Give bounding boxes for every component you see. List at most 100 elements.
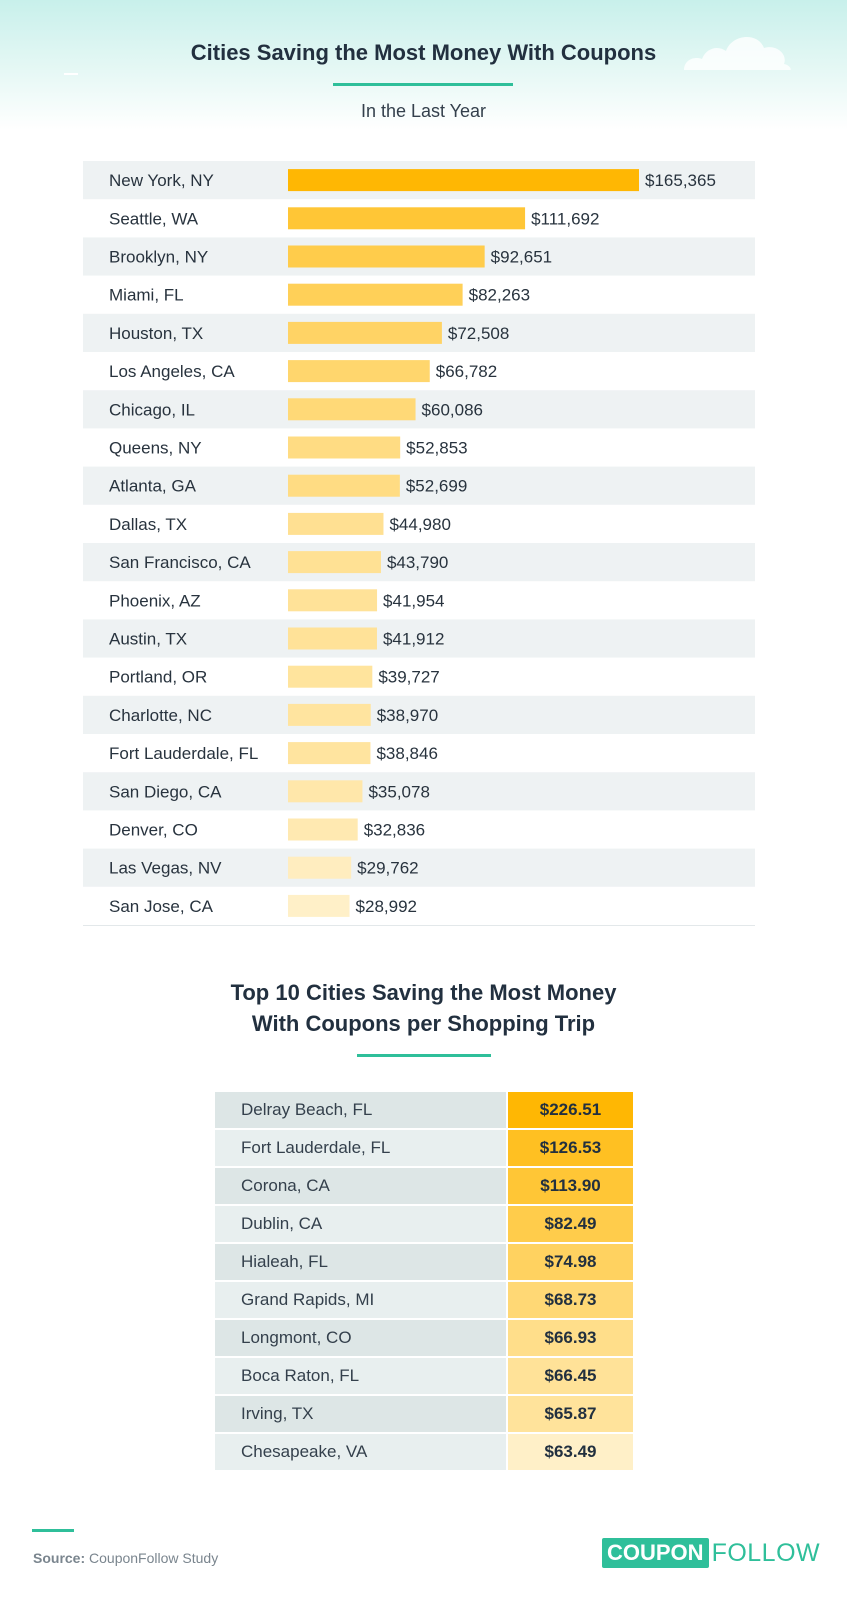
- table-row: Dublin, CA $82.49: [215, 1206, 633, 1242]
- table-row: Fort Lauderdale, FL $126.53: [215, 1130, 633, 1166]
- value-label: $72,508: [448, 324, 509, 343]
- category-label: Brooklyn, NY: [109, 248, 208, 267]
- value-label: $38,846: [376, 744, 437, 763]
- bar: [288, 551, 381, 574]
- table-row: Irving, TX $65.87: [215, 1396, 633, 1432]
- bar: [288, 665, 373, 688]
- page-subtitle: In the Last Year: [360, 101, 487, 121]
- row-background: [83, 466, 755, 505]
- table-value: $126.53: [508, 1130, 633, 1166]
- category-label: Austin, TX: [109, 630, 187, 649]
- table-row: Delray Beach, FL $226.51: [215, 1092, 633, 1128]
- table-city: Irving, TX: [215, 1396, 506, 1432]
- table-row: Hialeah, FL $74.98: [215, 1244, 633, 1280]
- value-label: $35,078: [368, 782, 429, 801]
- source-text: CouponFollow Study: [89, 1550, 219, 1566]
- bar: [288, 398, 416, 421]
- category-label: San Diego, CA: [109, 782, 222, 801]
- category-label: Chicago, IL: [109, 400, 195, 419]
- category-label: Denver, CO: [109, 821, 198, 840]
- savings-bar-chart: New York, NY $165,365 Seattle, WA $111,692 B…: [83, 161, 755, 926]
- table-row: Grand Rapids, MI $68.73: [215, 1282, 633, 1318]
- decorative-dash: [64, 73, 78, 75]
- value-label: $41,912: [383, 630, 444, 649]
- table-city: Delray Beach, FL: [215, 1092, 506, 1128]
- value-label: $44,980: [389, 515, 450, 534]
- category-label: Seattle, WA: [109, 209, 199, 228]
- table-row: Chesapeake, VA $63.49: [215, 1434, 633, 1470]
- table-row: Corona, CA $113.90: [215, 1168, 633, 1204]
- bar: [288, 283, 463, 306]
- value-label: $43,790: [387, 553, 448, 572]
- category-label: Houston, TX: [109, 324, 203, 343]
- row-background: [83, 695, 755, 734]
- value-label: $165,365: [645, 171, 716, 190]
- bar: [288, 360, 430, 383]
- table-row: Longmont, CO $66.93: [215, 1320, 633, 1356]
- title-underline: [333, 83, 513, 86]
- value-label: $41,954: [383, 591, 444, 610]
- category-label: San Jose, CA: [109, 897, 214, 916]
- bar: [288, 474, 400, 497]
- bar: [288, 321, 442, 344]
- category-label: Las Vegas, NV: [109, 859, 222, 878]
- chart-bottom-line: [83, 925, 755, 926]
- value-label: $29,762: [357, 859, 418, 878]
- table-city: Hialeah, FL: [215, 1244, 506, 1280]
- value-label: $39,727: [378, 668, 439, 687]
- value-label: $28,992: [356, 897, 417, 916]
- page-title: Cities Saving the Most Money With Coupon…: [190, 40, 657, 65]
- cloud-icon: [684, 37, 791, 70]
- row-background: [83, 390, 755, 429]
- table-value: $63.49: [508, 1434, 633, 1470]
- bar: [288, 627, 377, 650]
- row-background: [83, 772, 755, 811]
- footer-rule: [32, 1529, 74, 1532]
- section2-title: Top 10 Cities Saving the Most Money With…: [0, 977, 847, 1039]
- value-label: $38,970: [377, 706, 438, 725]
- category-label: Dallas, TX: [109, 515, 187, 534]
- source-label: Source:: [33, 1550, 86, 1566]
- bar: [288, 703, 371, 726]
- value-label: $66,782: [436, 362, 497, 381]
- table-value: $113.90: [508, 1168, 633, 1204]
- category-label: Phoenix, AZ: [109, 591, 201, 610]
- bar: [288, 589, 378, 612]
- bar: [288, 169, 639, 192]
- row-background: [83, 848, 755, 887]
- value-label: $52,699: [406, 477, 467, 496]
- table-city: Boca Raton, FL: [215, 1358, 506, 1394]
- table-value: $68.73: [508, 1282, 633, 1318]
- per-trip-table: Delray Beach, FL $226.51 Fort Lauderdale, …: [215, 1092, 633, 1472]
- category-label: New York, NY: [109, 171, 214, 190]
- bar: [288, 436, 401, 459]
- category-label: Charlotte, NC: [109, 706, 212, 725]
- bar: [288, 894, 350, 917]
- bar: [288, 856, 352, 879]
- table-value: $66.93: [508, 1320, 633, 1356]
- category-label: Portland, OR: [109, 668, 207, 687]
- value-label: $60,086: [422, 400, 483, 419]
- row-background: [83, 543, 755, 582]
- table-value: $65.87: [508, 1396, 633, 1432]
- couponfollow-logo: COUPON FOLLOW: [602, 1537, 820, 1569]
- logo-coupon: COUPON: [602, 1538, 709, 1568]
- table-city: Dublin, CA: [215, 1206, 506, 1242]
- category-label: Atlanta, GA: [109, 477, 197, 496]
- table-city: Longmont, CO: [215, 1320, 506, 1356]
- bar: [288, 512, 384, 535]
- section2-title-line1: Top 10 Cities Saving the Most Money: [230, 980, 617, 1005]
- category-label: Los Angeles, CA: [109, 362, 235, 381]
- category-label: Fort Lauderdale, FL: [109, 744, 258, 763]
- bar: [288, 818, 358, 841]
- category-label: San Francisco, CA: [109, 553, 251, 572]
- row-background: [83, 619, 755, 658]
- bar: [288, 207, 526, 230]
- table-city: Grand Rapids, MI: [215, 1282, 506, 1318]
- table-value: $74.98: [508, 1244, 633, 1280]
- category-label: Miami, FL: [109, 286, 184, 305]
- category-label: Queens, NY: [109, 439, 202, 458]
- bar: [288, 780, 363, 803]
- table-value: $226.51: [508, 1092, 633, 1128]
- table-city: Fort Lauderdale, FL: [215, 1130, 506, 1166]
